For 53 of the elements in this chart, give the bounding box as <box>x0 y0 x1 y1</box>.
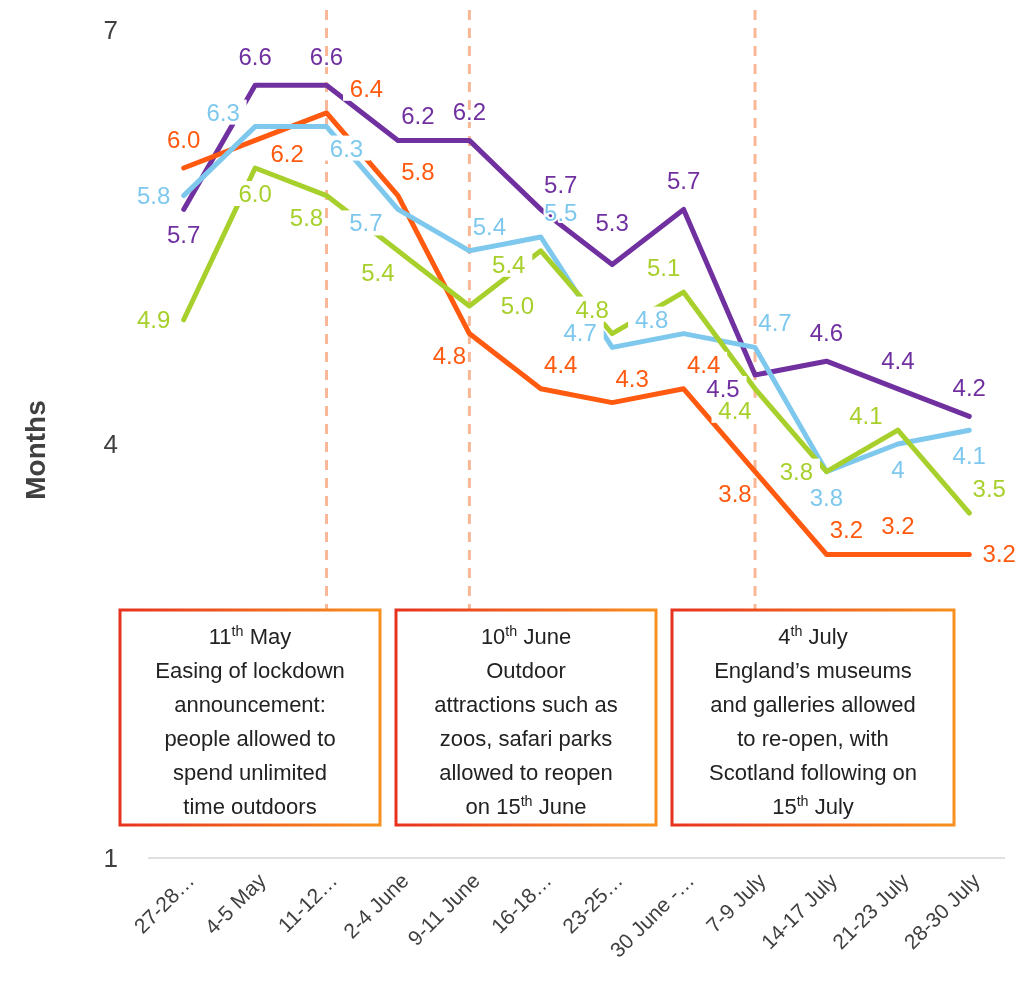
y-axis-title: Months <box>20 400 51 500</box>
data-label: 5.7 <box>349 209 383 237</box>
data-label: 4.4 <box>544 350 578 378</box>
data-label: 4.4 <box>881 346 915 374</box>
data-label: 4.8 <box>432 341 467 369</box>
data-label: 4.4 <box>686 350 721 378</box>
data-label: 3.2 <box>881 512 915 540</box>
data-label: 5.8 <box>289 203 324 231</box>
data-label: 4.7 <box>758 309 792 337</box>
data-label: 3.2 <box>982 540 1016 568</box>
data-label: 6.2 <box>452 98 487 126</box>
y-tick-label: 4 <box>103 429 118 460</box>
data-label: 6.2 <box>270 140 304 168</box>
data-label: 3.8 <box>718 479 752 507</box>
text: 4$^{th}$ July England’s museums and galleries allowed to re-open, with Scotland following on 15$^{th}$ July <box>709 623 917 819</box>
data-label: 3.5 <box>972 475 1006 502</box>
data-label: 5.3 <box>595 208 629 236</box>
data-label: 6.0 <box>167 126 201 153</box>
data-label: 4.6 <box>809 319 844 347</box>
data-label: 6.0 <box>238 180 272 207</box>
data-label: 3.8 <box>809 483 844 511</box>
data-label: 3.2 <box>829 516 864 544</box>
data-label: 4.9 <box>137 305 171 333</box>
data-label: 3.8 <box>779 457 814 485</box>
data-label: 5.0 <box>500 292 535 319</box>
data-label: 5.4 <box>361 258 395 286</box>
data-label: 6.3 <box>329 134 364 162</box>
data-label: 6.3 <box>206 98 240 126</box>
data-label: 6.2 <box>401 102 435 130</box>
data-label: 4.8 <box>634 305 669 333</box>
data-label: 5.1 <box>646 254 681 282</box>
data-label: 6.6 <box>238 43 272 71</box>
annotation: 11$^{th}$ May Easing of lockdown announcement: people allowed to spend unlimited time outdoors <box>155 623 345 819</box>
data-label: 5.5 <box>544 199 578 226</box>
data-label: 4.2 <box>952 374 986 402</box>
text: 10$^{th}$ June Outdoor attractions such as zoos, safari parks allowed to reopen on 15$^{th}$ June <box>434 623 618 819</box>
data-label: 5.7 <box>666 167 701 195</box>
data-label: 4.1 <box>849 402 883 430</box>
x-tick-label: 4-5 May <box>200 868 271 939</box>
data-label: 4.1 <box>952 442 986 470</box>
data-label: 5.4 <box>472 212 507 240</box>
data-label: 5.8 <box>137 181 171 209</box>
data-label: 5.8 <box>401 157 435 185</box>
data-label: 5.7 <box>167 221 201 249</box>
data-label: 6.6 <box>309 43 344 71</box>
data-label: 5.4 <box>492 250 526 278</box>
data-label: 4.8 <box>575 295 609 323</box>
data-label: 6.4 <box>349 74 384 102</box>
data-label: 5.7 <box>544 171 578 199</box>
y-tick-label: 1 <box>103 843 118 874</box>
y-tick-label: 7 <box>103 15 118 46</box>
data-label: 4 <box>891 456 905 483</box>
data-label: 4.3 <box>615 364 649 392</box>
